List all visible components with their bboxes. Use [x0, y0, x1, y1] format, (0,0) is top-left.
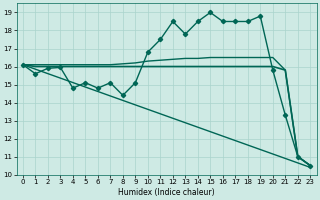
X-axis label: Humidex (Indice chaleur): Humidex (Indice chaleur): [118, 188, 215, 197]
